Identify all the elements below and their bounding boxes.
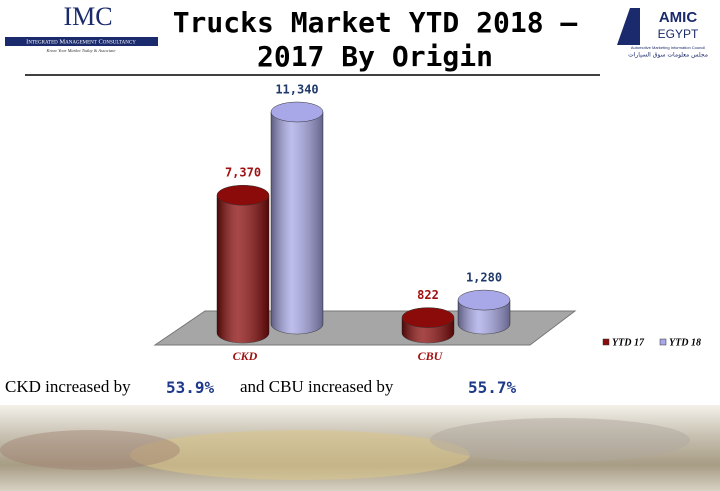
logo-arabic: مجلس معلومات سوق السيارات xyxy=(628,52,708,59)
footer-text: and CBU increased by xyxy=(240,377,394,396)
cylinder-top xyxy=(270,101,324,123)
x-tick-label: CKD xyxy=(233,349,258,363)
logo-bar xyxy=(5,37,158,46)
footer-percent: 55.7% xyxy=(468,378,517,397)
cylinder-top xyxy=(401,307,455,328)
car-shape xyxy=(130,430,470,480)
legend-swatch xyxy=(659,338,667,346)
car-shape xyxy=(0,430,180,470)
logo-line: Automotive Marketing Information Council xyxy=(631,45,705,50)
legend-swatch xyxy=(602,338,610,346)
value-label: 11,340 xyxy=(275,83,318,97)
chart-title: Trucks Market YTD 2018 – 2017 By Origin xyxy=(172,6,578,73)
footer-text: CKD increased by xyxy=(5,377,131,396)
cylinder-top xyxy=(216,184,270,206)
legend-label: YTD 17 xyxy=(612,337,645,348)
logo-mark xyxy=(617,8,640,45)
logo-name: IMC xyxy=(63,2,112,31)
value-label: 1,280 xyxy=(466,271,502,285)
logo-line: Integrated Management Consultancy xyxy=(26,38,136,45)
x-tick-label: CBU xyxy=(418,349,444,363)
cylinder-top xyxy=(457,289,511,311)
value-label: 822 xyxy=(417,288,439,302)
cylinder-shade xyxy=(271,112,323,334)
footer-percent: 53.9% xyxy=(166,378,215,397)
logo-name: AMIC xyxy=(659,9,697,26)
legend-label: YTD 18 xyxy=(669,337,701,348)
car-shape xyxy=(430,418,690,462)
cylinder-shade xyxy=(217,195,269,343)
logo-sub: EGYPT xyxy=(658,27,699,41)
logo-tagline: Know Your Market Today & Associate xyxy=(46,48,116,53)
value-label: 7,370 xyxy=(225,166,261,180)
